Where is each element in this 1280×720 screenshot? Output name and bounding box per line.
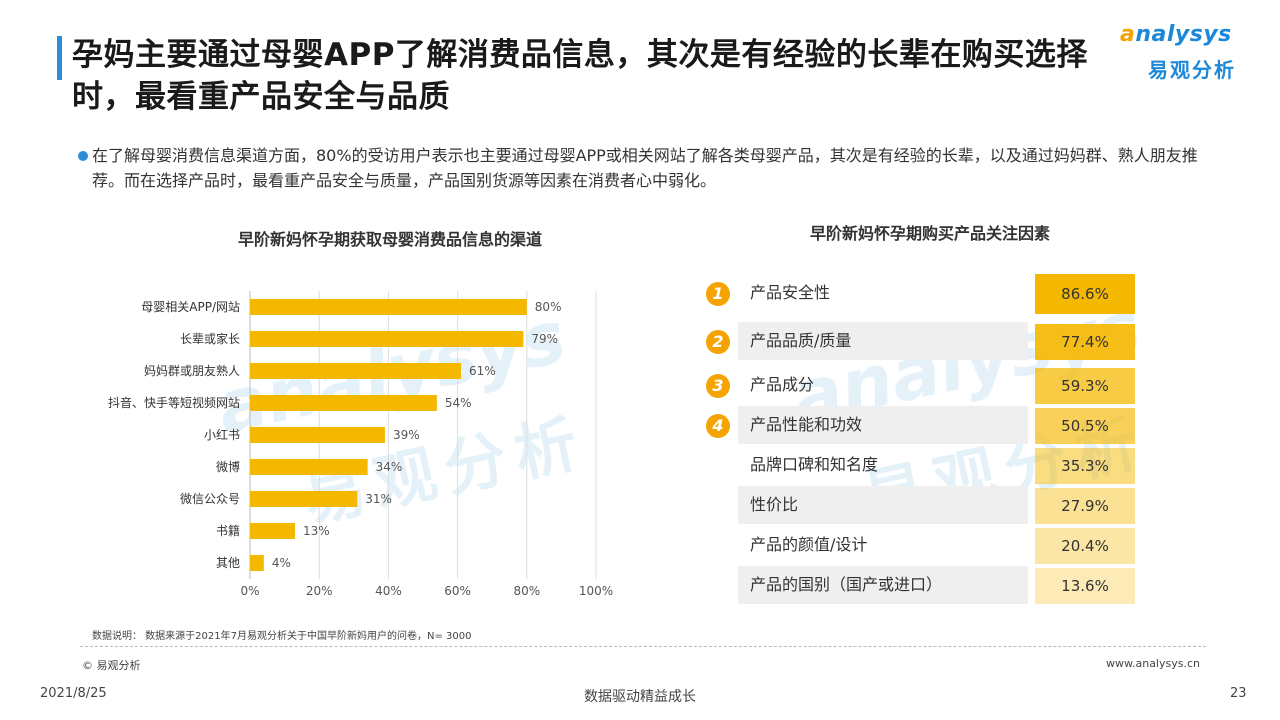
- category-label: 母婴相关APP/网站: [141, 300, 240, 314]
- channel-bar-chart: 0% 20% 40% 60% 80% 100% 母婴相关APP/网站 80% 长辈或家长 79% 妈…: [108, 291, 613, 598]
- factor-label: 产品安全性: [750, 283, 831, 302]
- bar-chart-title: 早阶新妈怀孕期获取母婴消费品信息的渠道: [237, 230, 542, 249]
- row-shade: [738, 566, 1028, 604]
- bar: [250, 427, 385, 443]
- factor-row: 1 产品安全性 86.6%: [705, 274, 1145, 314]
- data-note: 数据说明： 数据来源于2021年7月易观分析关于中国早阶新妈用户的问卷，N= 3…: [92, 631, 472, 642]
- factor-row: 3 产品成分 59.3%: [705, 366, 1145, 404]
- factor-row: 性价比 27.9%: [705, 486, 1145, 524]
- factor-value: 50.5%: [1035, 408, 1135, 444]
- x-tick-label: 20%: [306, 584, 333, 598]
- logo-english-rest: nalysys: [1135, 22, 1232, 47]
- bar-value-label: 61%: [469, 364, 496, 378]
- factor-label: 产品的国别（国产或进口）: [750, 575, 943, 594]
- bar-value-label: 4%: [272, 556, 291, 570]
- x-tick-label: 40%: [375, 584, 402, 598]
- bar-value-label: 13%: [303, 524, 330, 538]
- bar: [250, 363, 462, 379]
- bar: [250, 459, 368, 475]
- category-label: 小红书: [204, 427, 240, 442]
- bar-value-label: 31%: [365, 492, 392, 506]
- logo-chinese: 易观分析: [1148, 58, 1236, 82]
- bar: [250, 331, 524, 347]
- bar-value-label: 39%: [393, 428, 420, 442]
- analysys-logo: analysys 易观分析: [1120, 18, 1250, 84]
- factor-value: 35.3%: [1035, 448, 1135, 484]
- row-shade: [738, 322, 1028, 360]
- rank-badge-icon: 4: [706, 414, 730, 438]
- bullet-icon: [78, 151, 88, 161]
- factor-row: 产品的颜值/设计 20.4%: [705, 526, 1145, 564]
- factor-value: 13.6%: [1035, 568, 1135, 604]
- factor-label: 品牌口碑和知名度: [750, 455, 879, 474]
- factor-row: 品牌口碑和知名度 35.3%: [705, 446, 1145, 484]
- factor-label: 产品品质/质量: [750, 331, 852, 350]
- category-label: 抖音、快手等短视频网站: [108, 395, 240, 410]
- bar-value-label: 34%: [376, 460, 403, 474]
- title-accent-bar: [57, 36, 62, 80]
- footer-divider: [80, 646, 1206, 647]
- x-tick-label: 0%: [240, 584, 259, 598]
- rank-badge-icon: 2: [706, 330, 730, 354]
- category-label: 微博: [216, 459, 240, 474]
- footer-slogan: 数据驱动精益成长: [584, 689, 696, 705]
- factor-label: 产品的颜值/设计: [750, 535, 868, 554]
- bar-value-label: 80%: [535, 300, 562, 314]
- page-number: 23: [1230, 686, 1247, 701]
- bar: [250, 523, 295, 539]
- x-tick-label: 80%: [513, 584, 540, 598]
- row-shade: [738, 486, 1028, 524]
- factor-label: 性价比: [750, 495, 799, 514]
- rank-badge-icon: 3: [706, 374, 730, 398]
- factor-value: 20.4%: [1035, 528, 1135, 564]
- bar-value-label: 79%: [531, 332, 558, 346]
- factor-label: 产品性能和功效: [750, 415, 863, 434]
- bar-value-label: 54%: [445, 396, 472, 410]
- factor-table-title: 早阶新妈怀孕期购买产品关注因素: [809, 224, 1050, 243]
- category-label: 长辈或家长: [180, 331, 240, 346]
- factor-row: 4 产品性能和功效 50.5%: [705, 406, 1145, 444]
- rank-badge-icon: 1: [706, 282, 730, 306]
- category-label: 书籍: [216, 523, 240, 538]
- factor-row: 产品的国别（国产或进口） 13.6%: [705, 566, 1145, 604]
- category-label: 其他: [216, 556, 240, 570]
- summary-text: 在了解母婴消费信息渠道方面，80%的受访用户表示也主要通过母婴APP或相关网站了…: [92, 146, 1198, 190]
- logo-english-prefix: a: [1120, 22, 1136, 47]
- x-tick-label: 60%: [444, 584, 471, 598]
- category-label: 妈妈群或朋友熟人: [144, 363, 240, 378]
- category-label: 微信公众号: [180, 492, 240, 506]
- row-shade: [738, 406, 1028, 444]
- factor-value: 59.3%: [1035, 368, 1135, 404]
- page-title: 孕妈主要通过母婴APP了解消费品信息，其次是有经验的长辈在购买选择时，最看重产品…: [72, 37, 1088, 115]
- factor-label: 产品成分: [750, 375, 815, 394]
- factor-value: 77.4%: [1035, 324, 1135, 360]
- website-link[interactable]: www.analysys.cn: [1106, 657, 1200, 670]
- bar: [250, 395, 437, 411]
- factor-row: 2 产品品质/质量 77.4%: [705, 322, 1145, 360]
- copyright: © 易观分析: [82, 659, 141, 672]
- bar: [250, 299, 527, 315]
- x-tick-label: 100%: [579, 584, 613, 598]
- footer-date: 2021/8/25: [40, 686, 107, 701]
- factor-value: 86.6%: [1035, 274, 1135, 314]
- logo-english: analysys: [1120, 22, 1232, 47]
- bar: [250, 491, 358, 507]
- factor-value: 27.9%: [1035, 488, 1135, 524]
- bar: [250, 555, 264, 571]
